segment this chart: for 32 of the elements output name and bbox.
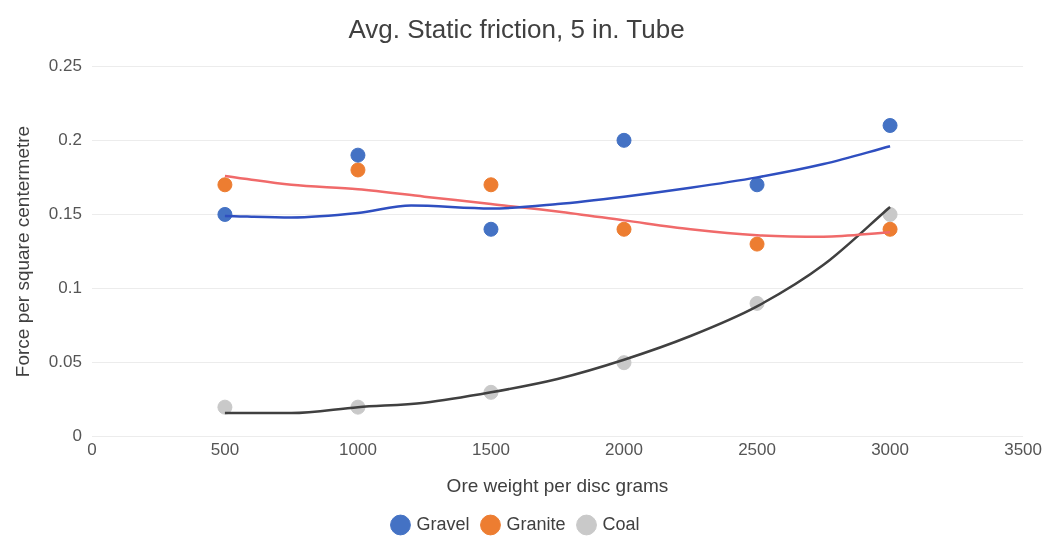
x-tick-label: 500 [210,439,240,459]
point [749,177,765,193]
y-tick-label: 0.15 [48,204,82,224]
point [749,236,765,252]
point [217,206,233,222]
x-axis-title: Ore weight per disc grams [446,474,669,496]
y-tick-label: 0.05 [48,352,82,372]
y-axis-title: Force per square centermetre [11,125,33,378]
x-tick-label: 1500 [472,439,510,459]
x-tick-label: 1000 [339,439,377,459]
point [350,162,366,178]
y-tick-label: 0.1 [58,278,82,298]
point [882,118,898,133]
legend-label: Gravel [416,513,470,534]
y-tick-label: 0.2 [58,130,82,150]
point [616,221,632,237]
legend-label: Granite [506,513,566,534]
x-tick-label: 3000 [871,439,909,459]
x-tick-label: 0 [87,439,97,459]
point [217,177,233,193]
x-tick-label: 3500 [1004,439,1042,459]
y-tick-label: 0.25 [48,55,82,75]
point [217,399,233,415]
point [483,177,499,193]
x-tick-label: 2000 [605,439,643,459]
y-tick-label: 0 [72,426,82,446]
point [483,221,499,237]
legend-label: Coal [602,513,640,534]
chart-title: Avg. Static friction, 5 in. Tube [348,13,685,44]
point [350,147,366,163]
point [616,132,632,148]
x-tick-label: 2500 [738,439,776,459]
